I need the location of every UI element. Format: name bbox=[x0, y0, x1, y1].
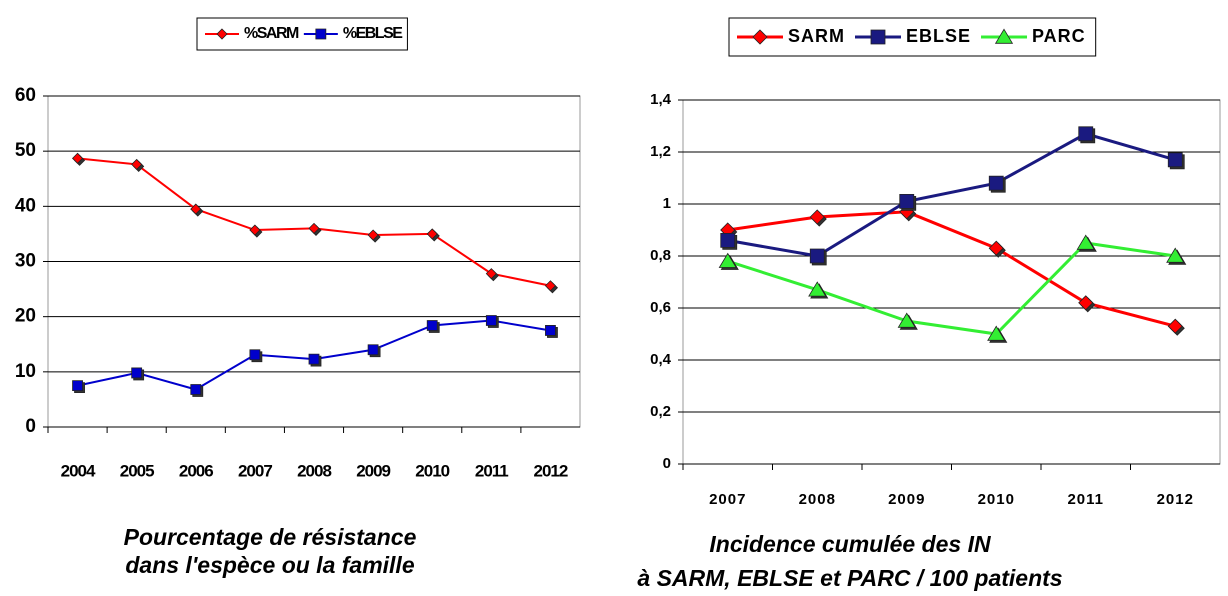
marker bbox=[249, 224, 261, 236]
caption: Incidence cumulée des IN bbox=[709, 531, 991, 557]
marker bbox=[718, 252, 737, 268]
legend-label: %EBLSE bbox=[343, 25, 403, 42]
marker bbox=[720, 233, 736, 248]
marker bbox=[426, 228, 438, 240]
y-tick-label: 50 bbox=[15, 140, 36, 161]
marker bbox=[994, 28, 1014, 44]
marker bbox=[1167, 152, 1183, 168]
marker bbox=[1167, 318, 1183, 334]
legend-label: %SARM bbox=[244, 25, 299, 42]
marker bbox=[1078, 126, 1094, 142]
marker bbox=[1166, 247, 1185, 263]
marker bbox=[1078, 295, 1094, 311]
marker bbox=[485, 268, 497, 280]
plot-area bbox=[682, 99, 1221, 465]
marker bbox=[308, 353, 320, 365]
marker bbox=[809, 248, 825, 264]
y-tick-label: 40 bbox=[15, 195, 36, 216]
x-tick-label: 2012 bbox=[1157, 491, 1194, 508]
x-tick-label: 2007 bbox=[709, 491, 746, 508]
x-tick-label: 2012 bbox=[534, 461, 568, 480]
marker bbox=[899, 194, 915, 209]
marker bbox=[809, 209, 825, 225]
marker bbox=[426, 320, 438, 331]
y-tick-label: 1,4 bbox=[650, 91, 672, 108]
x-tick-label: 2011 bbox=[475, 461, 508, 480]
x-tick-label: 2009 bbox=[888, 491, 925, 508]
series-line bbox=[77, 157, 551, 287]
y-tick-label: 0 bbox=[25, 416, 36, 437]
y-tick-label: 0,6 bbox=[650, 299, 671, 316]
x-tick-label: 2008 bbox=[799, 491, 836, 508]
marker bbox=[367, 229, 379, 241]
series-line bbox=[727, 241, 1176, 336]
x-tick-label: 2010 bbox=[978, 491, 1015, 508]
marker bbox=[216, 28, 228, 40]
series-line bbox=[727, 132, 1176, 258]
marker bbox=[308, 222, 320, 234]
marker bbox=[987, 325, 1006, 341]
y-tick-label: 1 bbox=[663, 195, 671, 212]
x-tick-label: 2005 bbox=[120, 461, 154, 480]
x-tick-label: 2007 bbox=[238, 461, 272, 480]
y-tick-label: 10 bbox=[15, 361, 36, 382]
y-tick-label: 0 bbox=[663, 455, 671, 472]
marker bbox=[131, 158, 143, 170]
y-tick-label: 1,2 bbox=[650, 143, 671, 160]
legend-label: PARC bbox=[1032, 26, 1086, 46]
marker bbox=[190, 384, 202, 395]
marker bbox=[367, 344, 379, 356]
legend-label: EBLSE bbox=[906, 26, 971, 46]
caption: Pourcentage de résistance bbox=[124, 524, 417, 550]
marker bbox=[870, 29, 886, 45]
x-tick-label: 2006 bbox=[179, 461, 213, 480]
marker bbox=[752, 29, 768, 45]
caption: à SARM, EBLSE et PARC / 100 patients bbox=[637, 565, 1062, 591]
y-tick-label: 20 bbox=[15, 306, 36, 327]
y-tick-label: 30 bbox=[15, 251, 36, 272]
y-tick-label: 60 bbox=[15, 85, 36, 106]
y-tick-label: 0,8 bbox=[650, 247, 671, 264]
x-tick-label: 2009 bbox=[356, 461, 390, 480]
x-tick-label: 2010 bbox=[415, 461, 449, 480]
marker bbox=[249, 349, 261, 361]
marker bbox=[545, 325, 556, 336]
marker bbox=[544, 280, 557, 292]
marker bbox=[808, 281, 827, 297]
marker bbox=[190, 203, 202, 215]
x-tick-label: 2011 bbox=[1067, 491, 1104, 508]
marker bbox=[71, 152, 84, 164]
caption: dans l'espèce ou la famille bbox=[125, 552, 414, 578]
x-tick-label: 2008 bbox=[297, 461, 331, 480]
series-line bbox=[727, 210, 1176, 328]
legend-label: SARM bbox=[788, 26, 845, 46]
marker bbox=[131, 367, 143, 379]
marker bbox=[485, 315, 497, 326]
marker bbox=[988, 240, 1004, 256]
marker bbox=[315, 28, 327, 40]
y-tick-label: 0,2 bbox=[650, 403, 671, 420]
marker bbox=[988, 175, 1004, 191]
marker bbox=[1076, 234, 1095, 250]
x-tick-label: 2004 bbox=[61, 461, 96, 480]
legend-box bbox=[728, 17, 1097, 57]
marker bbox=[72, 380, 83, 392]
marker bbox=[897, 312, 916, 328]
y-tick-label: 0,4 bbox=[650, 351, 672, 368]
